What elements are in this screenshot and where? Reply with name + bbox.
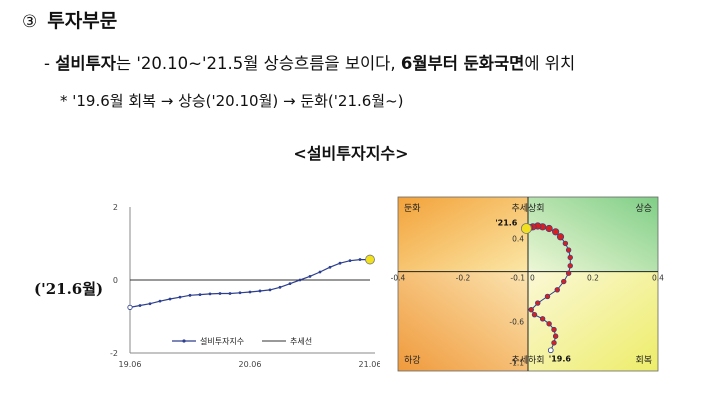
quadrant-y-tick-label: 0.4 [512, 234, 524, 243]
cycle-point [556, 233, 565, 241]
section-number: ③ [22, 12, 38, 32]
index-point [138, 304, 142, 307]
cycle-point [565, 247, 572, 253]
quadrant-slowdown-area [398, 197, 528, 272]
figure-title: <설비투자지수> [293, 144, 409, 163]
bullet1-text-2: 에 위치 [524, 54, 576, 73]
index-point [328, 265, 332, 269]
cycle-point [551, 340, 557, 346]
cycle-point [561, 278, 567, 285]
latest-point-marker [365, 254, 375, 265]
cycle-point [567, 263, 573, 269]
x-tick-label: 21.06 [359, 360, 380, 369]
quadrant-expansion-area [528, 197, 658, 272]
index-point [298, 278, 302, 282]
index-point [148, 302, 152, 306]
index-point [338, 261, 342, 265]
index-point [318, 270, 322, 274]
bullet1-bold-1: 설비투자 [55, 54, 116, 73]
cycle-point [546, 321, 552, 327]
index-point [278, 285, 282, 289]
index-point [208, 292, 212, 296]
quadrant-y-tick-label: -0.6 [509, 317, 524, 326]
quadrant-y-tick-label: -1.1 [509, 359, 524, 368]
quadrant-x-tick-label: 0.4 [652, 274, 664, 283]
x-tick-label: 20.06 [239, 360, 262, 369]
quadrant-x-tick-label: 0 [530, 274, 535, 283]
cycle-point [539, 316, 546, 322]
cycle-point [567, 254, 573, 261]
legend-index-label: 설비투자지수 [200, 336, 244, 346]
index-point [258, 289, 262, 293]
cycle-point [554, 287, 560, 293]
y-tick-label: 2 [113, 203, 118, 212]
index-point [198, 293, 202, 296]
cycle-point [544, 293, 551, 300]
business-cycle-quadrant-chart: -0.4 -0.2 -0.1 0 0.2 0.4 0.4 -0.6 -1.1 둔화 추세상회 상승하… [391, 196, 664, 372]
index-point [178, 295, 182, 299]
bullet-line-1: - 설비투자는 '20.10~'21.5월 상승흐름을 보이다, 6월부터 둔화… [44, 50, 575, 74]
legend-trend-label: 추세선 [290, 337, 312, 346]
bullet1-bold-2: 6월부터 둔화국면 [400, 54, 525, 73]
quadrant-label-above-trend: 추세상회 [511, 203, 544, 214]
cycle-point [551, 326, 557, 333]
quadrant-label-recovery: 회복 [635, 355, 652, 366]
side-label: ('21.6월) [34, 280, 104, 298]
index-point [238, 291, 242, 295]
start-period-label: '19.6 [549, 354, 572, 363]
index-point [358, 258, 362, 261]
cycle-point [552, 228, 560, 236]
index-point [168, 297, 172, 301]
y-tick-label: -2 [110, 349, 118, 358]
cycle-point [531, 311, 538, 318]
section-title: 투자부문 [47, 10, 118, 32]
legend-index-marker [182, 339, 186, 343]
cycle-point [565, 270, 572, 276]
equipment-investment-index-line-chart: 2 0 -2 19.06 20.06 21.06 설비투자지수 추세선 [110, 203, 380, 369]
quadrant-x-tick-label: -0.4 [391, 274, 406, 283]
cycle-point [545, 224, 553, 233]
quadrant-label-expansion: 상승 [635, 203, 652, 214]
index-point [188, 293, 192, 297]
cycle-point [528, 306, 534, 313]
quadrant-x-tick-label: 0.2 [587, 274, 599, 283]
quadrant-contraction-area [398, 271, 528, 371]
quadrant-label-below-trend: 추세하회 [511, 355, 544, 366]
quadrant-x-tick-label: -0.1 [510, 274, 525, 283]
quadrant-label-contraction: 하강 [404, 355, 421, 366]
index-point [228, 292, 232, 295]
section-heading: ③ 투자부문 [22, 6, 117, 33]
cycle-point [535, 300, 541, 306]
index-point [218, 292, 222, 295]
y-tick-label: 0 [113, 276, 118, 285]
index-point [288, 282, 292, 286]
index-point [158, 299, 162, 303]
bullet-line-2: * '19.6월 회복 → 상승('20.10월) → 둔화('21.6월~) [60, 92, 404, 110]
index-point [308, 274, 312, 278]
cycle-latest-marker [520, 223, 532, 234]
x-tick-label: 19.06 [119, 360, 142, 369]
quadrant-x-tick-label: -0.2 [456, 274, 471, 283]
start-point [127, 304, 133, 310]
bullet1-text-1: 는 '20.10~'21.5월 상승흐름을 보이다, [115, 54, 401, 73]
index-point [348, 259, 352, 263]
index-point [248, 290, 252, 294]
cycle-point [552, 333, 559, 339]
bullet-dash: - [44, 54, 50, 73]
latest-period-label: '21.6 [495, 218, 518, 227]
quadrant-label-slowdown: 둔화 [404, 203, 421, 214]
cycle-start-point [547, 347, 554, 354]
cycle-point [562, 240, 569, 247]
index-series-line [129, 258, 370, 308]
index-point [268, 288, 272, 292]
